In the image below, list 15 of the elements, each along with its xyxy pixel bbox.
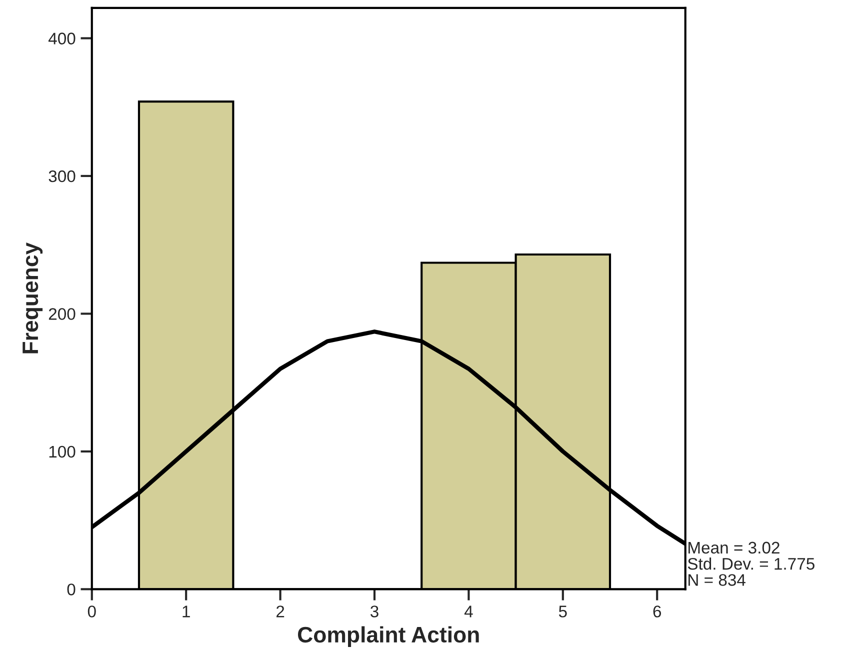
y-tick-label: 0 xyxy=(67,584,76,596)
x-tick-label: 5 xyxy=(558,606,567,618)
y-tick-label: 300 xyxy=(48,170,76,182)
y-tick-label: 100 xyxy=(49,446,76,458)
x-tick-label: 3 xyxy=(370,606,378,618)
y-tick-label: 200 xyxy=(48,308,76,320)
x-tick-label: 1 xyxy=(182,606,190,618)
x-tick-label: 4 xyxy=(464,606,473,618)
text: Mean = 3.02 Std. Dev. = 1.775 N = 834 xyxy=(688,542,814,586)
y-tick-label: 400 xyxy=(48,32,76,44)
x-axis-title: Complaint Action xyxy=(298,626,479,647)
y-axis-title: Frequency xyxy=(22,242,43,354)
x-tick-label: 6 xyxy=(653,606,661,618)
x-tick-label: 2 xyxy=(276,606,284,618)
x-tick-label: 0 xyxy=(88,606,96,618)
